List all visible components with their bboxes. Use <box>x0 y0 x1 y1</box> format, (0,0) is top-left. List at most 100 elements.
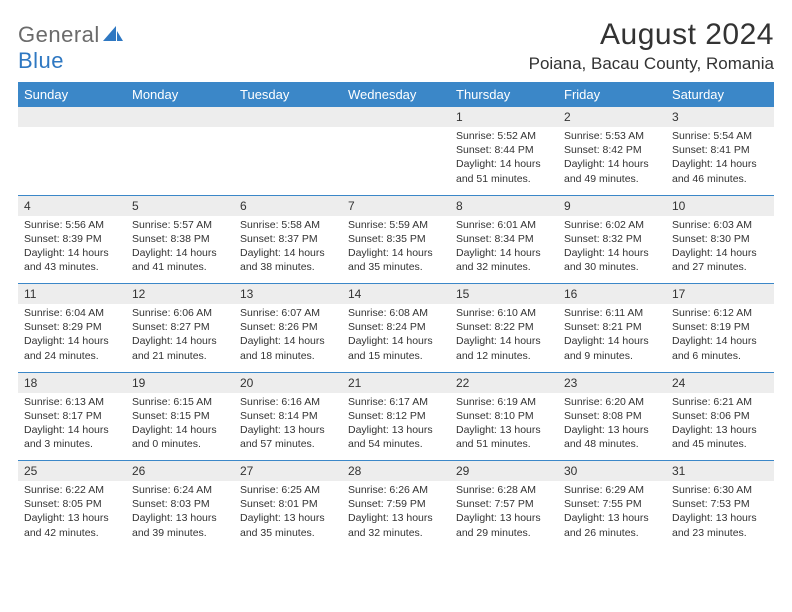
daylight-text: and 24 minutes. <box>24 349 120 363</box>
daylight-text: Daylight: 14 hours <box>564 157 660 171</box>
title-block: August 2024 Poiana, Bacau County, Romani… <box>529 18 774 74</box>
day-number-cell: 29 <box>450 461 558 482</box>
sunrise-text: Sunrise: 6:11 AM <box>564 306 660 320</box>
daylight-text: and 45 minutes. <box>672 437 768 451</box>
daylight-text: Daylight: 13 hours <box>672 511 768 525</box>
logo-part-a: General <box>18 22 100 47</box>
sunrise-text: Sunrise: 5:52 AM <box>456 129 552 143</box>
day-number-row: 11121314151617 <box>18 284 774 305</box>
day-details-cell: Sunrise: 6:03 AMSunset: 8:30 PMDaylight:… <box>666 216 774 284</box>
day-details-row: Sunrise: 6:13 AMSunset: 8:17 PMDaylight:… <box>18 393 774 461</box>
daylight-text: Daylight: 14 hours <box>24 423 120 437</box>
daylight-text: and 49 minutes. <box>564 172 660 186</box>
sunset-text: Sunset: 8:05 PM <box>24 497 120 511</box>
day-details-cell: Sunrise: 6:25 AMSunset: 8:01 PMDaylight:… <box>234 481 342 549</box>
sunrise-text: Sunrise: 5:53 AM <box>564 129 660 143</box>
sunrise-text: Sunrise: 6:07 AM <box>240 306 336 320</box>
day-details-cell: Sunrise: 6:16 AMSunset: 8:14 PMDaylight:… <box>234 393 342 461</box>
daylight-text: Daylight: 14 hours <box>132 423 228 437</box>
daylight-text: Daylight: 14 hours <box>240 246 336 260</box>
day-details-cell: Sunrise: 5:58 AMSunset: 8:37 PMDaylight:… <box>234 216 342 284</box>
sunrise-text: Sunrise: 6:08 AM <box>348 306 444 320</box>
sunrise-text: Sunrise: 6:10 AM <box>456 306 552 320</box>
weekday-header-row: Sunday Monday Tuesday Wednesday Thursday… <box>18 82 774 107</box>
day-details-cell: Sunrise: 6:08 AMSunset: 8:24 PMDaylight:… <box>342 304 450 372</box>
day-number-row: 123 <box>18 107 774 127</box>
daylight-text: Daylight: 13 hours <box>564 511 660 525</box>
day-number-cell: 4 <box>18 195 126 216</box>
sunrise-text: Sunrise: 6:19 AM <box>456 395 552 409</box>
daylight-text: and 54 minutes. <box>348 437 444 451</box>
daylight-text: Daylight: 13 hours <box>132 511 228 525</box>
day-details-cell: Sunrise: 6:07 AMSunset: 8:26 PMDaylight:… <box>234 304 342 372</box>
day-number-cell <box>126 107 234 127</box>
day-details-cell: Sunrise: 5:53 AMSunset: 8:42 PMDaylight:… <box>558 127 666 195</box>
day-details-cell <box>234 127 342 195</box>
sunset-text: Sunset: 7:55 PM <box>564 497 660 511</box>
day-details-cell: Sunrise: 6:30 AMSunset: 7:53 PMDaylight:… <box>666 481 774 549</box>
day-number-cell <box>18 107 126 127</box>
day-details-row: Sunrise: 5:56 AMSunset: 8:39 PMDaylight:… <box>18 216 774 284</box>
day-number-cell: 23 <box>558 372 666 393</box>
daylight-text: Daylight: 13 hours <box>348 423 444 437</box>
daylight-text: and 32 minutes. <box>348 526 444 540</box>
daylight-text: and 29 minutes. <box>456 526 552 540</box>
daylight-text: Daylight: 14 hours <box>240 334 336 348</box>
weekday-header: Tuesday <box>234 82 342 107</box>
sunrise-text: Sunrise: 6:01 AM <box>456 218 552 232</box>
daylight-text: and 0 minutes. <box>132 437 228 451</box>
sunrise-text: Sunrise: 6:04 AM <box>24 306 120 320</box>
sunrise-text: Sunrise: 6:21 AM <box>672 395 768 409</box>
sunset-text: Sunset: 8:38 PM <box>132 232 228 246</box>
daylight-text: and 32 minutes. <box>456 260 552 274</box>
day-details-cell <box>18 127 126 195</box>
sunset-text: Sunset: 8:10 PM <box>456 409 552 423</box>
sunrise-text: Sunrise: 6:17 AM <box>348 395 444 409</box>
sunrise-text: Sunrise: 6:13 AM <box>24 395 120 409</box>
day-details-cell: Sunrise: 5:59 AMSunset: 8:35 PMDaylight:… <box>342 216 450 284</box>
day-number-cell: 18 <box>18 372 126 393</box>
day-details-cell: Sunrise: 6:29 AMSunset: 7:55 PMDaylight:… <box>558 481 666 549</box>
day-details-cell: Sunrise: 5:57 AMSunset: 8:38 PMDaylight:… <box>126 216 234 284</box>
sunrise-text: Sunrise: 6:25 AM <box>240 483 336 497</box>
day-details-cell: Sunrise: 5:52 AMSunset: 8:44 PMDaylight:… <box>450 127 558 195</box>
location-subtitle: Poiana, Bacau County, Romania <box>529 54 774 74</box>
day-details-cell: Sunrise: 6:04 AMSunset: 8:29 PMDaylight:… <box>18 304 126 372</box>
day-number-cell: 17 <box>666 284 774 305</box>
day-number-cell: 26 <box>126 461 234 482</box>
sunset-text: Sunset: 8:08 PM <box>564 409 660 423</box>
sunrise-text: Sunrise: 6:22 AM <box>24 483 120 497</box>
day-details-cell: Sunrise: 6:26 AMSunset: 7:59 PMDaylight:… <box>342 481 450 549</box>
daylight-text: and 51 minutes. <box>456 437 552 451</box>
day-number-cell: 19 <box>126 372 234 393</box>
day-number-cell: 25 <box>18 461 126 482</box>
day-number-cell <box>234 107 342 127</box>
sunrise-text: Sunrise: 5:54 AM <box>672 129 768 143</box>
day-number-row: 45678910 <box>18 195 774 216</box>
sunrise-text: Sunrise: 6:20 AM <box>564 395 660 409</box>
sunset-text: Sunset: 8:26 PM <box>240 320 336 334</box>
sunset-text: Sunset: 8:21 PM <box>564 320 660 334</box>
day-number-cell: 15 <box>450 284 558 305</box>
sunset-text: Sunset: 8:39 PM <box>24 232 120 246</box>
day-details-cell: Sunrise: 6:06 AMSunset: 8:27 PMDaylight:… <box>126 304 234 372</box>
daylight-text: Daylight: 13 hours <box>564 423 660 437</box>
day-details-cell: Sunrise: 6:02 AMSunset: 8:32 PMDaylight:… <box>558 216 666 284</box>
sunrise-text: Sunrise: 5:59 AM <box>348 218 444 232</box>
calendar-table: Sunday Monday Tuesday Wednesday Thursday… <box>18 82 774 549</box>
daylight-text: and 27 minutes. <box>672 260 768 274</box>
day-number-cell: 30 <box>558 461 666 482</box>
sunrise-text: Sunrise: 6:15 AM <box>132 395 228 409</box>
day-number-row: 25262728293031 <box>18 461 774 482</box>
daylight-text: and 48 minutes. <box>564 437 660 451</box>
sunrise-text: Sunrise: 5:57 AM <box>132 218 228 232</box>
daylight-text: and 21 minutes. <box>132 349 228 363</box>
logo: GeneralBlue <box>18 18 123 74</box>
weekday-header: Saturday <box>666 82 774 107</box>
daylight-text: Daylight: 13 hours <box>672 423 768 437</box>
daylight-text: and 46 minutes. <box>672 172 768 186</box>
daylight-text: and 26 minutes. <box>564 526 660 540</box>
sunrise-text: Sunrise: 6:16 AM <box>240 395 336 409</box>
daylight-text: Daylight: 14 hours <box>564 246 660 260</box>
daylight-text: and 41 minutes. <box>132 260 228 274</box>
